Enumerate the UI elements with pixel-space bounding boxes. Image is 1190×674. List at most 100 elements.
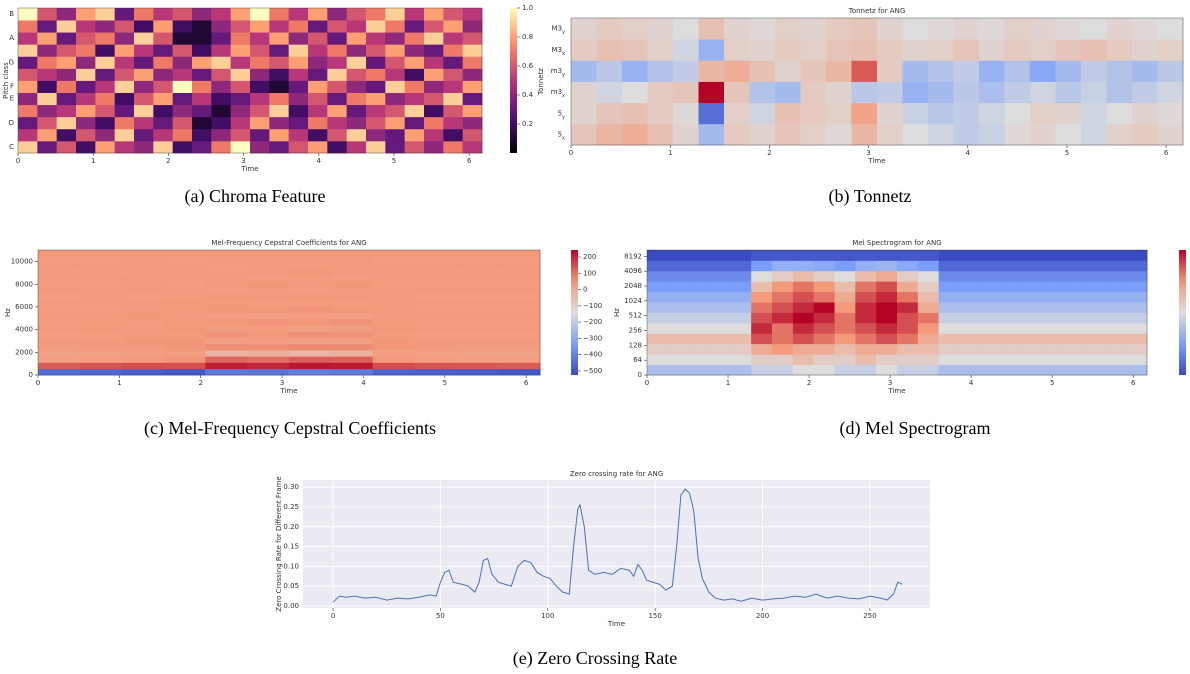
heatmap-cell (163, 293, 206, 301)
heatmap-cell (1022, 250, 1044, 261)
heatmap-cell (289, 318, 332, 326)
heatmap-cell (121, 368, 164, 376)
heatmap-cell (928, 60, 954, 82)
heatmap-cell (938, 291, 960, 303)
heatmap-cell (855, 291, 877, 303)
x-tick-label: 3 (866, 149, 870, 157)
heatmap-cell (498, 250, 541, 257)
y-tick-label: 0 (29, 371, 33, 379)
x-tick-label: 0 (16, 157, 20, 165)
heatmap-cell (571, 102, 597, 125)
heatmap-cell (205, 350, 248, 357)
colorbar-tick-label: −300 (583, 334, 602, 342)
heatmap-cell (163, 362, 206, 370)
heatmap-cell (834, 322, 856, 334)
heatmap-cell (834, 291, 856, 303)
heatmap-cell (443, 32, 464, 45)
heatmap-cell (688, 250, 710, 261)
y-tick-label-sub: x (562, 135, 565, 141)
heatmap-cell (424, 8, 444, 21)
heatmap-cell (153, 140, 174, 154)
heatmap-cell (647, 302, 669, 313)
heatmap-cell (414, 318, 457, 326)
heatmap-cell (38, 337, 81, 345)
x-tick-label: 6 (467, 157, 472, 165)
heatmap-cell (897, 343, 919, 355)
heatmap-cell (134, 20, 154, 33)
heatmap-cell (751, 354, 773, 365)
heatmap-cell (192, 68, 212, 81)
y-tick-label: 64 (633, 356, 642, 364)
heatmap-cell (172, 104, 193, 118)
heatmap-cell (959, 291, 981, 303)
colorbar-tick-label: 0.8 (522, 33, 533, 41)
heatmap-cell (826, 102, 852, 125)
colorbar-tick-label: 0.6 (522, 62, 534, 70)
heatmap-cell (456, 312, 499, 320)
heatmap-cell (121, 331, 164, 338)
heatmap-cell (800, 60, 827, 82)
colorbar (571, 250, 578, 375)
colorbar-tick-label: 1.0 (522, 4, 533, 12)
x-tick-label: 1 (726, 379, 730, 387)
heatmap-cell (897, 281, 919, 293)
heatmap-cell (498, 281, 541, 288)
heatmap-cell (751, 312, 773, 324)
heatmap-cell (1063, 302, 1085, 313)
heatmap-cell (877, 39, 903, 61)
heatmap-cell (1001, 312, 1023, 324)
y-tick-label-sub: x (562, 93, 565, 99)
heatmap-cell (709, 291, 731, 303)
y-axis-label: Zero Crossing Rate for Different Frame (275, 476, 283, 611)
heatmap-cell (346, 32, 367, 45)
heatmap-cell (730, 343, 752, 355)
heatmap-cell (205, 331, 248, 338)
heatmap-cell (443, 104, 464, 118)
heatmap-cell (172, 32, 193, 45)
heatmap-cell (902, 102, 929, 125)
heatmap-cell (205, 356, 248, 363)
heatmap-cell (1063, 354, 1085, 365)
heatmap-cell (76, 140, 96, 154)
heatmap-cell (38, 312, 81, 320)
heatmap-cell (980, 281, 1002, 293)
colorbar (510, 8, 517, 153)
heatmap-cell (800, 81, 827, 104)
heatmap-cell (330, 343, 374, 351)
heatmap-cell (1022, 270, 1044, 282)
heatmap-cell (424, 56, 444, 69)
heatmap-cell (308, 92, 328, 106)
colorbar-tick-label: 0 (583, 286, 587, 294)
heatmap-cell (289, 306, 332, 313)
heatmap-cell (192, 32, 212, 45)
heatmap-cell (153, 44, 174, 57)
heatmap-cell (647, 39, 674, 61)
heatmap-cell (172, 128, 193, 142)
heatmap-cell (980, 354, 1002, 365)
y-tick-label: m3y (551, 67, 565, 78)
heatmap-cell (414, 356, 457, 363)
heatmap-cell (834, 250, 856, 261)
heatmap-cell (667, 333, 690, 345)
heatmap-cell (1132, 123, 1158, 146)
heatmap-cell (308, 32, 328, 45)
heatmap-cell (443, 128, 464, 142)
heatmap-cell (134, 68, 154, 81)
heatmap-cell (813, 343, 835, 355)
heatmap-cell (192, 8, 212, 21)
heatmap-cell (698, 39, 725, 61)
heatmap-cell (709, 302, 731, 313)
heatmap-cell (385, 80, 406, 93)
heatmap-cell (56, 68, 77, 81)
heatmap-cell (288, 44, 309, 57)
heatmap-cell (247, 325, 290, 332)
y-tick-label-sub: x (562, 50, 565, 56)
heatmap-cell (346, 56, 367, 69)
heatmap-cell (596, 123, 623, 146)
heatmap-cell (250, 44, 270, 57)
heatmap-cell (1081, 102, 1107, 125)
heatmap-cell (834, 312, 856, 324)
x-tick-label: 4 (966, 149, 971, 157)
heatmap-cell (571, 81, 597, 104)
heatmap-cell (327, 80, 348, 93)
